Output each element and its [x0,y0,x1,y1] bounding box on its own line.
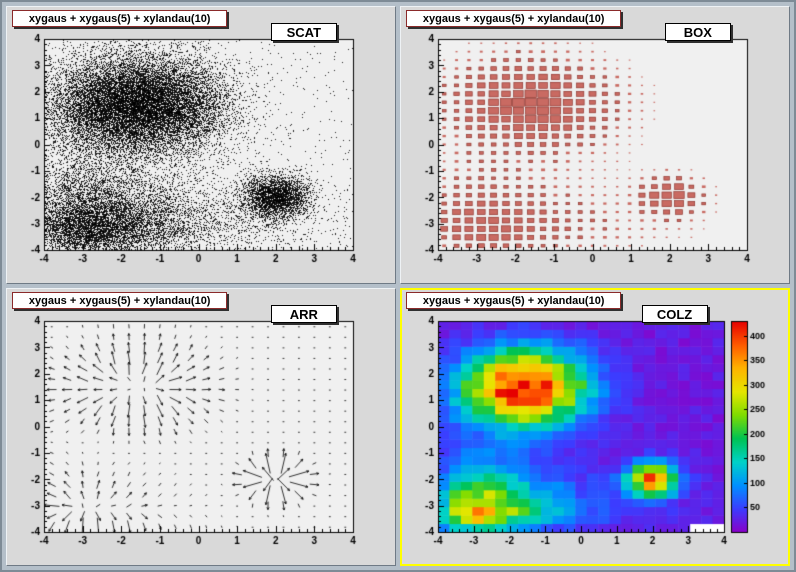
pad-arr[interactable]: xygaus + xygaus(5) + xylandau(10) ARR [6,288,396,566]
pad-colz[interactable]: xygaus + xygaus(5) + xylandau(10) COLZ [400,288,790,566]
scat-option-text: SCAT [286,24,322,40]
arr-title-text: xygaus + xygaus(5) + xylandau(10) [28,294,211,307]
pad-scat[interactable]: xygaus + xygaus(5) + xylandau(10) SCAT [6,6,396,284]
scat-option-label[interactable]: SCAT [270,23,337,41]
scat-plot-frame[interactable] [7,7,395,283]
arr-plot-frame[interactable] [7,289,395,565]
box-option-text: BOX [683,24,712,40]
arr-option-label[interactable]: ARR [270,305,337,323]
box-plot-frame[interactable] [401,7,789,283]
colz-option-text: COLZ [656,306,693,322]
pad-box[interactable]: xygaus + xygaus(5) + xylandau(10) BOX [400,6,790,284]
colz-plot-frame[interactable] [401,289,789,565]
colz-title-text: xygaus + xygaus(5) + xylandau(10) [422,294,605,307]
box-title-text: xygaus + xygaus(5) + xylandau(10) [422,12,605,25]
colz-histogram-title[interactable]: xygaus + xygaus(5) + xylandau(10) [406,292,622,309]
scat-histogram-title[interactable]: xygaus + xygaus(5) + xylandau(10) [12,10,228,27]
arr-option-text: ARR [289,306,318,322]
colz-option-label[interactable]: COLZ [641,305,708,323]
box-option-label[interactable]: BOX [664,23,731,41]
scat-title-text: xygaus + xygaus(5) + xylandau(10) [28,12,211,25]
box-histogram-title[interactable]: xygaus + xygaus(5) + xylandau(10) [406,10,622,27]
arr-histogram-title[interactable]: xygaus + xygaus(5) + xylandau(10) [12,292,228,309]
